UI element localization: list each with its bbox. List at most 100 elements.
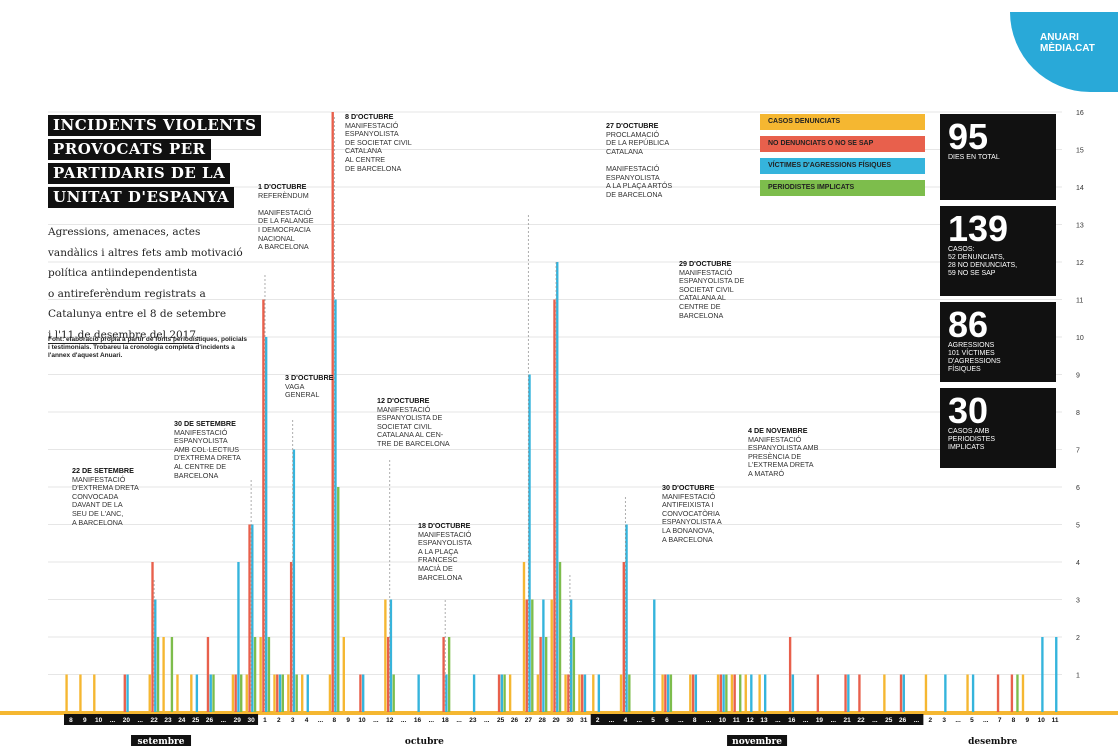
legend-item-no-denunciats: NO DENUNCIATS O NO SE SAP: [760, 136, 925, 152]
bar: [719, 674, 723, 712]
annotation-8-octubre: 8 D'OCTUBRE MANIFESTACIÓ ESPANYOLISTA DE …: [345, 112, 412, 173]
bar: [79, 674, 82, 712]
x-tick-label: ...: [429, 717, 435, 724]
x-tick-label: 7: [998, 717, 1002, 724]
bar: [788, 637, 792, 712]
bar: [725, 674, 728, 712]
bar: [653, 599, 656, 712]
x-tick-label: 25: [192, 717, 200, 724]
bar: [442, 637, 445, 712]
bar: [264, 337, 268, 712]
bar: [190, 674, 193, 712]
bar: [276, 674, 279, 712]
chart-title: INCIDENTS VIOLENTS PROVOCATS PER PARTIDA…: [48, 115, 262, 211]
bar: [392, 674, 395, 712]
month-day-band: [590, 714, 924, 725]
bar: [556, 262, 559, 712]
bar: [170, 637, 174, 712]
baseline: [0, 711, 1118, 715]
x-tick-label: 22: [150, 717, 158, 724]
bar: [245, 674, 248, 712]
y-tick-label: 10: [1076, 335, 1084, 342]
x-tick-label: ...: [221, 717, 227, 724]
bar: [924, 674, 928, 712]
bar: [359, 674, 362, 712]
x-tick-label: ...: [872, 717, 878, 724]
stat-aggressions: 86 AGRESSIONS 101 VÍCTIMES D'AGRESSIONS …: [940, 302, 1056, 382]
x-tick-label: 31: [580, 717, 588, 724]
bar: [716, 674, 720, 712]
y-tick-label: 4: [1076, 560, 1080, 567]
x-tick-label: 20: [123, 717, 131, 724]
x-tick-label: 3: [291, 717, 295, 724]
x-tick-label: ...: [775, 717, 781, 724]
x-tick-label: ...: [831, 717, 837, 724]
bar: [148, 674, 151, 712]
bar: [944, 674, 947, 712]
stat-number: 95: [948, 116, 989, 157]
desc-line: o antireferèndum registrats a: [48, 287, 206, 300]
bar: [666, 674, 670, 712]
x-tick-label: 16: [414, 717, 422, 724]
bar: [739, 674, 742, 712]
bar: [847, 674, 850, 712]
bar: [733, 674, 736, 712]
legend-item-denunciats: CASOS DENUNCIATS: [760, 114, 925, 130]
x-tick-label: 18: [442, 717, 450, 724]
month-label: octubre: [405, 737, 444, 746]
bar: [253, 637, 257, 712]
x-tick-label: 26: [511, 717, 519, 724]
legend-item-periodistes: PERIODISTES IMPLICATS: [760, 180, 925, 196]
x-tick-label: 5: [970, 717, 974, 724]
x-tick-label: 27: [525, 717, 533, 724]
bar: [758, 674, 761, 712]
annotation-27-octubre: 27 D'OCTUBRE PROCLAMACIÓ DE LA REPÚBLICA …: [606, 121, 672, 199]
stat-number: 86: [948, 304, 989, 345]
x-tick-label: 16: [788, 717, 796, 724]
bar: [883, 674, 886, 712]
x-tick-label: ...: [637, 717, 643, 724]
bar: [234, 674, 237, 712]
bar: [126, 674, 129, 712]
desc-line: Agressions, amenaces, actes: [48, 226, 201, 238]
x-tick-label: ...: [983, 717, 989, 724]
annotation-text: MANIFESTACIÓ ESPANYOLISTA DE SOCIETAT CI…: [679, 267, 745, 320]
bar: [331, 112, 334, 712]
annotation-date: 27 D'OCTUBRE: [606, 121, 659, 130]
bar: [564, 674, 567, 712]
month-label: setembre: [138, 737, 185, 746]
annotation-text: MANIFESTACIÓ ANTIFEIXISTA I CONVOCATÒRIA…: [662, 491, 722, 544]
month-label: desembre: [968, 737, 1017, 746]
y-tick-label: 2: [1076, 635, 1080, 642]
annotation-4-novembre: 4 DE NOVEMBRE MANIFESTACIÓ ESPANYOLISTA A…: [748, 426, 818, 479]
bar: [628, 674, 631, 712]
x-tick-label: ...: [373, 717, 379, 724]
title-line: PROVOCATS PER: [48, 139, 211, 160]
bar: [528, 374, 531, 712]
bar: [262, 299, 265, 712]
bar: [791, 674, 795, 712]
x-tick-label: 12: [747, 717, 755, 724]
x-tick-label: 8: [1012, 717, 1016, 724]
bar: [162, 637, 165, 712]
annotation-text: VAGA GENERAL: [285, 381, 320, 400]
x-tick-label: 24: [178, 717, 186, 724]
bar: [844, 674, 847, 712]
bar: [581, 674, 584, 712]
bar: [625, 524, 628, 712]
x-tick-label: 11: [1052, 717, 1059, 724]
x-tick-label: ...: [955, 717, 961, 724]
bar: [151, 562, 154, 712]
x-tick-label: 2: [596, 717, 600, 724]
bar: [744, 674, 747, 712]
bar: [287, 674, 290, 712]
x-tick-label: 9: [346, 717, 350, 724]
title-line: INCIDENTS VIOLENTS: [48, 115, 262, 136]
y-tick-label: 15: [1076, 148, 1084, 155]
bar: [763, 674, 767, 712]
legend-item-victimes: VÍCTIMES D'AGRESSIONS FÍSIQUES: [760, 158, 925, 174]
bar: [539, 637, 542, 712]
annotation-date: 8 D'OCTUBRE: [345, 112, 394, 121]
bar: [362, 674, 365, 712]
x-tick-label: ...: [609, 717, 615, 724]
